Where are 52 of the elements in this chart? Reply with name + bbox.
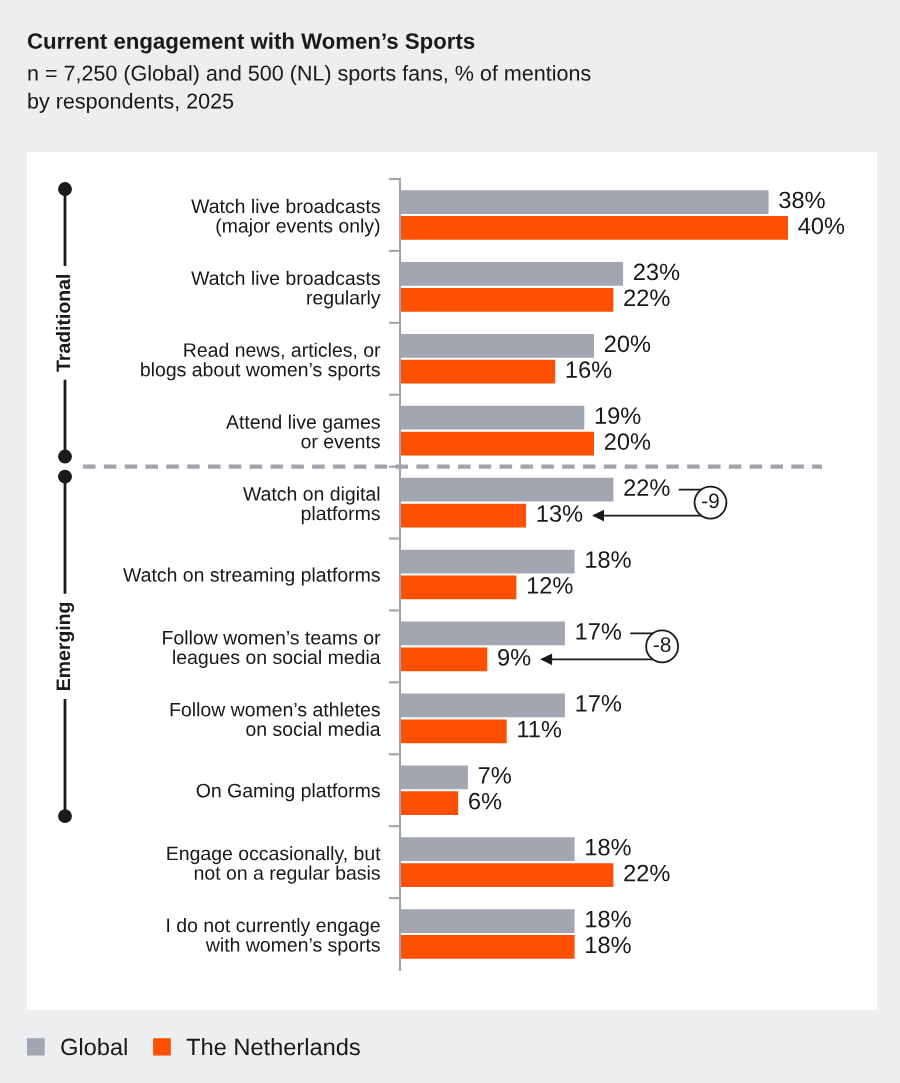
y-tick-label: Watch live broadcasts (major events only) [191,198,380,237]
data-label: 20% [604,335,651,353]
y-tick-label: Watch on digital platforms [243,486,380,525]
y-tick-label: Watch live broadcasts regularly [191,270,381,309]
bar [400,935,575,959]
bar [400,575,517,600]
y-tick-label: Read news, articles, or blogs about women’s sports [141,342,381,381]
legend-label: Global [61,1037,127,1056]
data-label: 16% [566,361,612,379]
data-label: 22% [624,289,670,307]
annotation: -9 [702,493,719,509]
data-label: 23% [634,263,680,281]
annotation: -8 [653,637,671,652]
y-tick-label: Attend live games or events [226,414,380,449]
data-label: 11% [518,720,562,738]
data-label: 18% [586,838,631,856]
y-tick-label: Follow women’s teams or leagues on social media [163,630,381,668]
data-label: 13% [537,505,583,522]
y-tick-label: Follow women’s athletes on social media [170,702,381,737]
chart-title: Current engagement with Women’s Sports [27,32,475,54]
data-label: 12% [527,577,573,594]
data-label: 7% [478,767,511,784]
y-tick-label: Watch on streaming platforms [123,567,380,586]
data-label: 22% [624,479,670,496]
bar [400,503,527,528]
chart-subtitle: n = 7,250 (Global) and 500 (NL) sports fans, % of mentions by respondents, 2025 [28,65,591,113]
bar [400,863,614,887]
data-label: 18% [586,551,631,568]
data-label: 22% [624,864,670,882]
data-label: 38% [779,191,825,209]
bar [400,719,507,744]
text: Emerging [55,602,75,690]
legend-label: The Netherlands [186,1037,360,1056]
data-label: 17% [576,623,622,640]
data-label: 17% [576,695,622,712]
data-label: 18% [586,910,631,928]
y-tick-label: On Gaming platforms [196,783,380,802]
data-label: 18% [586,936,631,954]
data-label: 9% [498,648,531,666]
y-tick-label: I do not currently engage with women’s sports [167,917,380,956]
bar [400,216,788,240]
data-label: 19% [595,407,641,425]
data-label: 20% [604,433,651,450]
bar [400,647,488,672]
bar [400,359,556,384]
bar [400,431,594,456]
bar [400,287,614,312]
bar [400,791,459,816]
text: Traditional [55,275,71,372]
data-label: 40% [798,217,845,235]
data-label: 6% [469,792,502,810]
y-tick-label: Engage occasionally, but not on a regular basis [167,846,381,884]
